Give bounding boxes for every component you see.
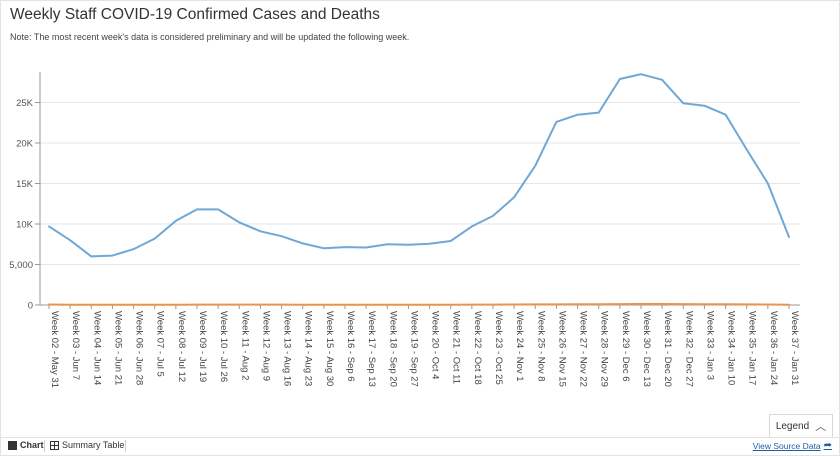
x-tick-label: Week 19 - Sep 27 (408, 311, 419, 387)
line-chart: 0 5,000 10K 15K 20K 25K Week 02 - May 31 Week 0… (9, 72, 800, 388)
x-tick-label: Week 08 - Jul 12 (176, 311, 187, 382)
x-tick-label: Week 10 - Jul 26 (218, 311, 229, 382)
legend-label: Legend (775, 420, 810, 432)
y-tick-label: 15K (16, 179, 34, 190)
x-tick-label: Week 09 - Jul 19 (197, 311, 208, 382)
series-line-deaths[interactable] (48, 303, 790, 306)
x-tick-label: Week 17 - Sep 13 (366, 311, 377, 387)
table-icon (50, 440, 59, 450)
x-tick-label: Week 30 - Dec 13 (641, 311, 652, 387)
y-tick-label: 10K (16, 220, 34, 231)
x-tick-label: Week 03 - Jun 7 (70, 311, 81, 380)
x-tick-label: Week 23 - Oct 25 (493, 311, 504, 385)
view-source-data-label: View Source Data (752, 440, 821, 451)
x-tick-label: Week 12 - Aug 9 (260, 311, 271, 381)
x-tick-label: Week 11 - Aug 2 (239, 311, 250, 380)
x-tick-label: Week 15 - Aug 30 (324, 311, 335, 386)
x-tick-label: Week 27 - Nov 22 (578, 311, 589, 387)
x-tick-label: Week 16 - Sep 6 (345, 311, 356, 382)
chart-title: Weekly Staff COVID-19 Confirmed Cases an… (10, 6, 380, 23)
chart-note: Note: The most recent week's data is con… (10, 32, 410, 42)
tab-summary-table[interactable]: Summary Table (50, 440, 124, 450)
x-tick-label: Week 36 - Jan 24 (768, 311, 779, 385)
x-tick-label: Week 31 - Dec 20 (662, 311, 673, 387)
x-tick-label: Week 35 - Jan 17 (747, 311, 758, 385)
y-tick-label: 0 (28, 301, 33, 312)
x-tick-label: Week 22 - Oct 18 (472, 311, 483, 385)
x-tick-label: Week 32 - Dec 27 (683, 311, 694, 387)
x-tick-label: Week 34 - Jan 10 (726, 311, 737, 385)
tab-chart[interactable]: Chart (8, 440, 44, 450)
tab-divider (125, 440, 126, 452)
x-tick-label: Week 14 - Aug 23 (303, 311, 314, 386)
x-tick-label: Week 25 - Nov 8 (535, 311, 546, 382)
x-tick-label: Week 13 - Aug 16 (282, 311, 293, 386)
view-source-data-link[interactable]: View Source Data ➦ (753, 440, 832, 451)
legend-button[interactable]: Legend ︿ (769, 414, 833, 438)
x-tick-label: Week 02 - May 31 (49, 311, 60, 388)
x-tick-label: Week 26 - Nov 15 (556, 311, 567, 387)
tab-chart-label: Chart (20, 440, 44, 450)
x-tick-label: Week 21 - Oct 11 (451, 311, 462, 384)
x-tick-label: Week 20 - Oct 4 (430, 311, 441, 379)
x-tick-label: Week 04 - Jun 14 (91, 311, 102, 385)
arrow-right-icon: ➦ (823, 440, 832, 451)
x-tick-label: Week 07 - Jul 5 (155, 311, 166, 377)
y-tick-label: 5,000 (9, 260, 33, 271)
tab-divider (44, 440, 45, 452)
tab-summary-table-label: Summary Table (62, 440, 125, 450)
x-tick-label: Week 05 - Jun 21 (112, 311, 123, 385)
chart-icon (8, 440, 17, 450)
x-tick-label: Week 28 - Nov 29 (599, 311, 610, 387)
x-tick-label: Week 18 - Sep 20 (387, 311, 398, 387)
x-tick-label: Week 33 - Jan 3 (704, 311, 715, 380)
series-line-confirmed-cases[interactable] (48, 73, 790, 258)
y-tick-label: 25K (16, 98, 34, 109)
y-tick-label: 20K (16, 139, 34, 150)
x-tick-label: Week 06 - Jun 28 (134, 311, 145, 385)
footer-divider (0, 437, 840, 438)
x-tick-label: Week 29 - Dec 6 (620, 311, 631, 382)
x-tick-label: Week 24 - Nov 1 (514, 311, 525, 382)
x-tick-label: Week 37 - Jan 31 (789, 311, 800, 385)
chevron-up-icon: ︿ (815, 421, 827, 433)
